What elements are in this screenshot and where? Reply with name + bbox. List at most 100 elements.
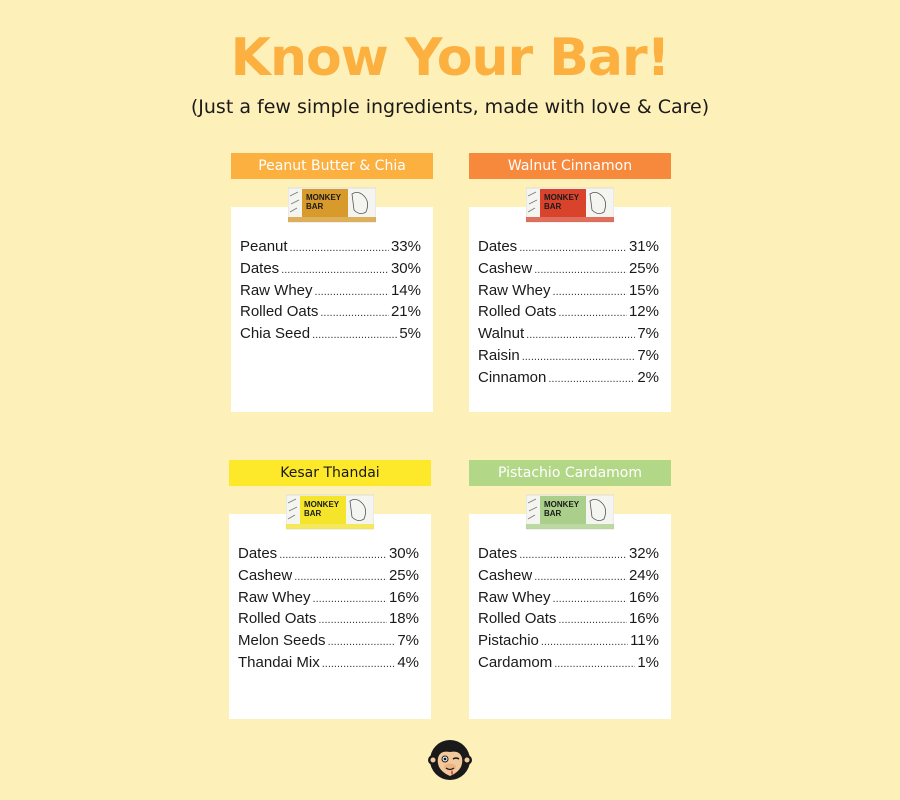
ingredient-name: Raw Whey <box>240 281 313 299</box>
ingredients-panel: Dates 32% Cashew 24% Raw Whey 16% Rolled Oats 1… <box>469 514 671 719</box>
ingredient-list: Peanut 33% Dates 30% Raw Whey 14% Rolled Oats 2… <box>240 238 421 347</box>
dot-leader <box>534 571 627 583</box>
pack-bottom-band <box>288 217 376 222</box>
ingredient-row: Raisin 7% <box>478 347 659 369</box>
ingredient-row: Chia Seed 5% <box>240 325 421 347</box>
pack-illustration <box>589 499 606 521</box>
pack-brand-line2: BAR <box>304 509 322 518</box>
pack-color-band <box>300 496 346 524</box>
ingredient-name: Rolled Oats <box>238 610 317 628</box>
pack-illustration <box>351 192 368 214</box>
ingredient-percent: 11% <box>630 632 659 650</box>
ingredient-name: Dates <box>240 259 280 277</box>
pack-color-band <box>540 189 586 217</box>
dot-leader <box>313 593 387 605</box>
bar-label: Peanut Butter & Chia <box>231 153 433 179</box>
ingredient-percent: 24% <box>628 566 659 584</box>
pack-bottom-band <box>526 524 614 529</box>
ingredient-percent: 25% <box>388 566 419 584</box>
ingredient-name: Dates <box>238 545 278 562</box>
dot-leader <box>279 549 387 561</box>
ingredient-row: Dates 31% <box>478 238 659 260</box>
ingredient-row: Raw Whey 15% <box>478 282 659 304</box>
dot-leader <box>281 264 389 276</box>
ingredient-row: Thandai Mix 4% <box>238 654 419 676</box>
pack-bottom-band <box>526 217 614 222</box>
dot-leader <box>519 242 627 254</box>
page-subtitle: (Just a few simple ingredients, made wit… <box>190 96 710 118</box>
ingredient-percent: 7% <box>637 325 659 343</box>
ingredient-name: Pistachio <box>478 632 539 650</box>
ingredient-percent: 33% <box>390 238 421 255</box>
ingredients-panel: Dates 30% Cashew 25% Raw Whey 16% Rolled Oats 1… <box>229 514 431 719</box>
pack-sketch-lines <box>287 498 298 520</box>
dot-leader <box>553 593 627 605</box>
ingredient-row: Rolled Oats 12% <box>478 303 659 325</box>
ingredient-percent: 7% <box>397 632 419 650</box>
ingredient-percent: 2% <box>637 368 659 386</box>
ingredient-row: Cashew 25% <box>478 260 659 282</box>
pack-brand-line1: MONKEY <box>544 500 580 509</box>
bar-label-text: Walnut Cinnamon <box>507 158 633 174</box>
pack-bottom-band <box>286 524 374 529</box>
ingredient-row: Melon Seeds 7% <box>238 632 419 654</box>
ingredient-name: Rolled Oats <box>478 303 557 321</box>
ingredient-row: Raw Whey 16% <box>238 589 419 611</box>
ingredient-percent: 12% <box>628 303 659 321</box>
pack-color-band <box>540 496 586 524</box>
dot-leader <box>322 658 396 670</box>
ingredient-name: Dates <box>478 238 518 255</box>
ingredient-percent: 18% <box>388 610 419 628</box>
ingredient-percent: 25% <box>628 259 659 277</box>
ingredient-list: Dates 31% Cashew 25% Raw Whey 15% Rolled Oats 1… <box>478 238 659 391</box>
ingredient-name: Thandai Mix <box>238 653 320 671</box>
dot-leader <box>548 373 635 385</box>
monkey-face-icon <box>428 740 472 780</box>
bar-label-text: Peanut Butter & Chia <box>258 158 406 174</box>
bar-label: Pistachio Cardamom <box>469 460 671 486</box>
ingredient-row: Cashew 24% <box>478 567 659 589</box>
ingredient-name: Raw Whey <box>238 588 311 606</box>
ingredient-list: Dates 32% Cashew 24% Raw Whey 16% Rolled Oats 1… <box>478 545 659 676</box>
pack-sketch-lines <box>527 191 538 213</box>
ingredients-panel: Dates 31% Cashew 25% Raw Whey 15% Rolled Oats 1… <box>469 207 671 412</box>
ingredient-name: Cashew <box>478 259 533 277</box>
dot-leader <box>541 636 628 648</box>
ingredient-name: Cardamom <box>478 653 553 671</box>
ingredient-name: Dates <box>478 545 518 562</box>
pack-brand-line1: MONKEY <box>544 193 580 202</box>
ingredient-name: Raw Whey <box>478 281 551 299</box>
ingredient-name: Raw Whey <box>478 588 551 606</box>
ingredient-row: Rolled Oats 21% <box>240 303 421 325</box>
dot-leader <box>522 351 636 363</box>
ingredient-name: Rolled Oats <box>240 303 319 321</box>
ingredient-row: Cardamom 1% <box>478 654 659 676</box>
dot-leader <box>553 286 627 298</box>
ingredient-name: Melon Seeds <box>238 632 326 650</box>
ingredient-row: Dates 30% <box>240 260 421 282</box>
pack-brand-line2: BAR <box>544 509 562 518</box>
dot-leader <box>290 242 389 254</box>
ingredient-row: Cinnamon 2% <box>478 369 659 391</box>
pack-brand-line1: MONKEY <box>304 500 340 509</box>
dot-leader <box>558 307 627 319</box>
bar-label-text: Pistachio Cardamom <box>497 465 643 481</box>
ingredient-percent: 31% <box>628 238 659 255</box>
ingredient-percent: 32% <box>628 545 659 562</box>
ingredient-row: Cashew 25% <box>238 567 419 589</box>
ingredient-list: Dates 30% Cashew 25% Raw Whey 16% Rolled Oats 1… <box>238 545 419 676</box>
pack-brand-line2: BAR <box>306 202 324 211</box>
ingredient-percent: 16% <box>628 610 659 628</box>
ingredient-row: Rolled Oats 18% <box>238 610 419 632</box>
ingredient-percent: 30% <box>390 259 421 277</box>
pack-brand-line1: MONKEY <box>306 193 342 202</box>
dot-leader <box>526 329 635 341</box>
dot-leader <box>320 307 389 319</box>
dot-leader <box>312 329 397 341</box>
dot-leader <box>534 264 627 276</box>
ingredient-row: Raw Whey 16% <box>478 589 659 611</box>
ingredient-percent: 21% <box>390 303 421 321</box>
